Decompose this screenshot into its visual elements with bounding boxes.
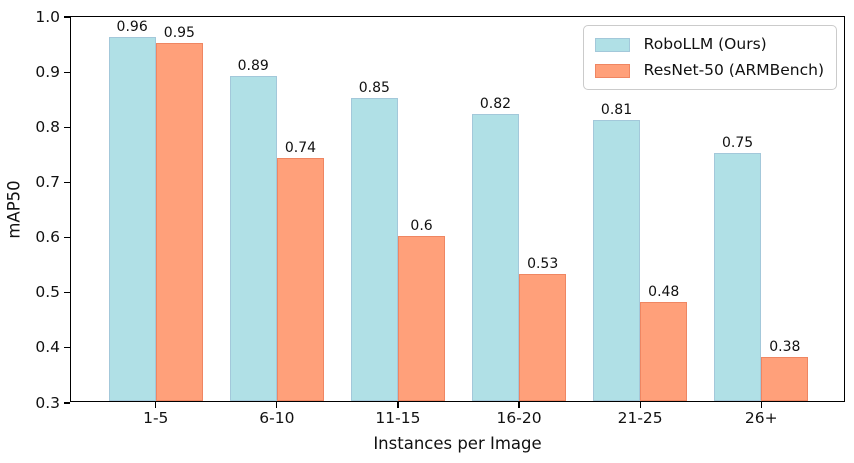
legend: RoboLLM (Ours) ResNet-50 (ARMBench)	[582, 25, 837, 90]
x-tick-label: 26+	[744, 409, 778, 427]
x-tick-label: 21-25	[617, 409, 663, 427]
y-tick-label: 0.9	[35, 62, 60, 81]
y-tick-label: 0.5	[35, 283, 60, 302]
bar-resnet	[761, 356, 809, 401]
x-tick-mark	[397, 402, 399, 408]
x-tick-label: 1-5	[143, 409, 169, 427]
legend-swatch-resnet-icon	[594, 63, 630, 78]
bar-value-label: 0.53	[527, 256, 559, 273]
y-tick-mark	[64, 181, 70, 184]
x-tick-label: 11-15	[375, 409, 421, 427]
y-tick-mark	[64, 236, 70, 239]
y-tick-label: 1.0	[35, 7, 60, 26]
y-tick-mark	[64, 292, 70, 294]
x-tick-mark	[518, 402, 520, 408]
y-tick-label: 0.4	[35, 338, 60, 357]
bar-resnet	[640, 301, 688, 401]
legend-item-robollm: RoboLLM (Ours)	[594, 35, 824, 54]
y-tick-label: 0.3	[35, 393, 60, 412]
x-tick-mark	[155, 402, 157, 408]
legend-label-resnet: ResNet-50 (ARMBench)	[643, 61, 824, 79]
x-tick-mark	[760, 402, 762, 408]
y-tick-label: 0.6	[35, 228, 60, 247]
bar-robollm	[350, 97, 398, 401]
bar-value-label: 0.38	[769, 338, 801, 355]
y-tick-label: 0.8	[35, 117, 60, 136]
y-tick-mark	[64, 126, 70, 128]
x-tick-label: 6-10	[259, 409, 295, 427]
bar-resnet	[155, 42, 203, 401]
bar-value-label: 0.75	[722, 134, 754, 151]
y-tick-label: 0.7	[35, 172, 60, 191]
bar-resnet	[276, 158, 325, 401]
y-axis-label: mAP50	[4, 180, 24, 239]
x-tick-mark	[276, 402, 278, 408]
bar-value-label: 0.81	[600, 101, 633, 118]
y-tick-mark	[64, 16, 70, 18]
x-tick-label: 16-20	[496, 409, 542, 427]
bar-robollm	[471, 114, 520, 401]
legend-label-robollm: RoboLLM (Ours)	[643, 35, 767, 53]
bar-resnet	[519, 274, 567, 401]
bar-value-label: 0.95	[163, 24, 195, 41]
bar-robollm	[229, 75, 277, 401]
y-tick-mark	[64, 347, 70, 349]
bar-value-label: 0.6	[410, 217, 433, 234]
x-tick-mark	[639, 402, 641, 408]
bar-robollm	[108, 37, 156, 401]
bar-value-label: 0.48	[648, 283, 680, 300]
bar-value-label: 0.96	[116, 19, 148, 36]
legend-swatch-robollm-icon	[594, 37, 630, 52]
bar-resnet	[397, 235, 446, 401]
bar-value-label: 0.74	[284, 140, 317, 157]
x-axis-label: Instances per Image	[373, 434, 542, 453]
bar-value-label: 0.89	[237, 57, 269, 74]
y-tick-mark	[64, 71, 70, 73]
legend-item-resnet: ResNet-50 (ARMBench)	[594, 61, 824, 80]
bar-value-label: 0.85	[358, 79, 390, 96]
bar-value-label: 0.82	[479, 96, 512, 113]
plot-area: 0.3 0.4 0.5 0.6 0.7 0.8 0.9 1.0 1-5 6-10 11-15 16-2…	[35, 9, 845, 426]
bar-robollm	[714, 152, 762, 401]
bar-robollm	[592, 119, 641, 401]
y-tick-mark	[64, 402, 70, 404]
